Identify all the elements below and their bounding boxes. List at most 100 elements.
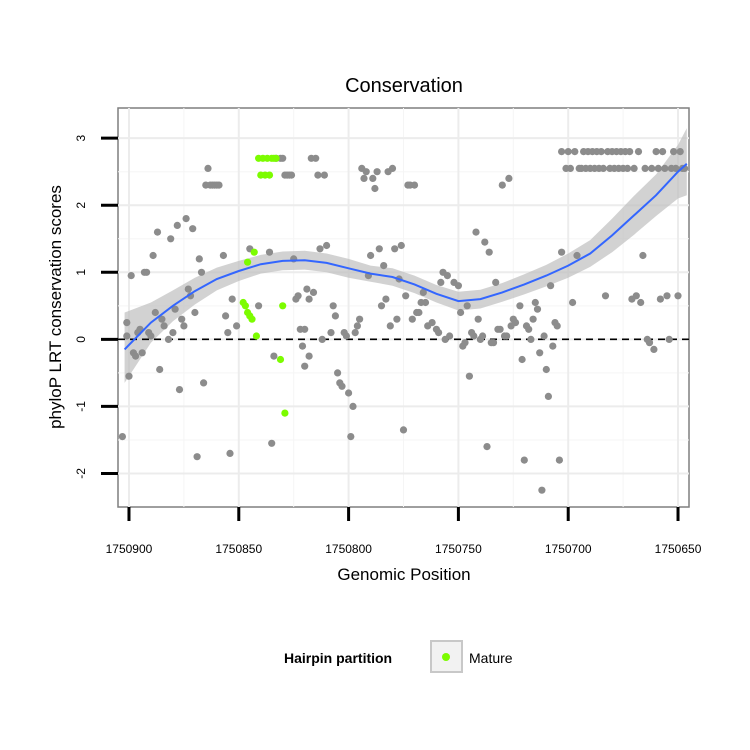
data-point-other	[410, 181, 419, 189]
data-point-other	[676, 148, 684, 156]
data-point-other	[375, 245, 383, 253]
data-point-other	[345, 389, 353, 397]
data-point-other	[457, 308, 465, 317]
data-point-mature	[248, 315, 256, 323]
data-point-other	[118, 433, 126, 441]
data-point-mature	[250, 248, 258, 256]
data-point-other	[382, 295, 390, 303]
data-point-mature	[241, 302, 249, 310]
y-tick-label: 2	[74, 202, 88, 209]
data-point-other	[215, 181, 223, 189]
data-point-other	[184, 285, 192, 293]
x-axis-title: Genomic Position	[337, 565, 470, 584]
data-point-other	[670, 148, 678, 156]
data-point-other	[228, 295, 236, 303]
data-point-other	[197, 268, 206, 276]
data-point-other	[415, 308, 423, 317]
data-point-other	[496, 325, 504, 333]
y-tick-label: 0	[74, 336, 88, 343]
data-point-other	[531, 298, 539, 307]
data-point-mature	[265, 171, 274, 179]
data-point-other	[630, 164, 638, 172]
data-point-other	[470, 332, 478, 340]
grid-lines	[118, 108, 689, 507]
data-point-other	[637, 298, 645, 307]
data-point-other	[132, 352, 140, 360]
data-point-other	[388, 164, 397, 172]
data-point-mature	[244, 258, 252, 266]
legend-label-mature: Mature	[469, 650, 513, 666]
data-point-other	[483, 443, 491, 451]
data-point-other	[175, 386, 184, 394]
data-point-other	[623, 164, 632, 172]
data-point-other	[298, 342, 307, 350]
data-point-other	[314, 171, 322, 179]
data-point-other	[564, 148, 572, 156]
data-point-other	[674, 292, 682, 300]
y-axis: -2 -1 0 1 2 3	[74, 135, 118, 479]
data-point-other	[279, 154, 287, 162]
data-point-other	[672, 164, 680, 172]
data-point-other	[369, 174, 377, 182]
data-point-other	[323, 241, 331, 250]
data-point-other	[334, 369, 342, 377]
data-point-other	[180, 322, 188, 330]
data-point-other	[601, 292, 610, 300]
y-tick-label: -2	[74, 468, 88, 479]
data-point-other	[540, 332, 548, 340]
data-point-other	[536, 349, 544, 357]
data-point-other	[305, 295, 313, 303]
legend-key-mature-dot	[442, 653, 450, 661]
data-point-other	[160, 322, 168, 330]
data-point-other	[566, 164, 575, 172]
data-point-other	[656, 295, 665, 303]
data-point-other	[270, 352, 278, 360]
data-point-other	[474, 315, 482, 323]
data-point-mature	[281, 409, 289, 417]
data-point-other	[351, 329, 359, 337]
data-point-other	[219, 251, 227, 260]
x-tick-label: 1750900	[106, 542, 153, 556]
data-point-other	[226, 449, 234, 457]
data-point-other	[153, 228, 162, 236]
data-point-other	[309, 288, 318, 296]
data-point-other	[265, 248, 274, 256]
data-point-other	[316, 245, 324, 253]
data-point-other	[661, 164, 669, 172]
data-point-other	[648, 164, 656, 172]
data-point-other	[156, 365, 164, 374]
data-point-other	[479, 332, 487, 340]
smooth-trend-line	[123, 162, 688, 351]
data-point-other	[516, 302, 524, 310]
data-point-other	[173, 221, 181, 229]
data-point-other	[305, 352, 313, 360]
data-point-other	[641, 164, 649, 172]
data-point-other	[481, 238, 489, 246]
data-point-other	[419, 288, 427, 296]
data-point-other	[569, 298, 577, 307]
data-point-other	[393, 315, 401, 323]
data-point-mature	[276, 355, 285, 364]
x-tick-label: 1750800	[325, 542, 372, 556]
data-point-other	[525, 325, 533, 333]
data-point-other	[428, 319, 436, 327]
data-point-other	[634, 148, 643, 156]
data-point-other	[665, 335, 673, 343]
data-point-other	[143, 268, 151, 276]
data-point-other	[437, 278, 445, 286]
data-point-other	[255, 302, 263, 310]
data-point-other	[397, 241, 405, 250]
data-point-other	[599, 164, 607, 172]
data-point-other	[573, 251, 581, 260]
data-point-other	[204, 164, 212, 172]
data-point-other	[123, 319, 131, 327]
data-point-other	[503, 332, 511, 340]
data-point-other	[663, 292, 671, 300]
data-point-other	[303, 285, 311, 293]
y-axis-title: phyloP LRT conservation scores	[46, 185, 65, 429]
data-point-other	[373, 168, 381, 176]
data-point-other	[327, 329, 335, 337]
data-point-other	[549, 342, 557, 350]
data-point-other	[200, 379, 208, 387]
